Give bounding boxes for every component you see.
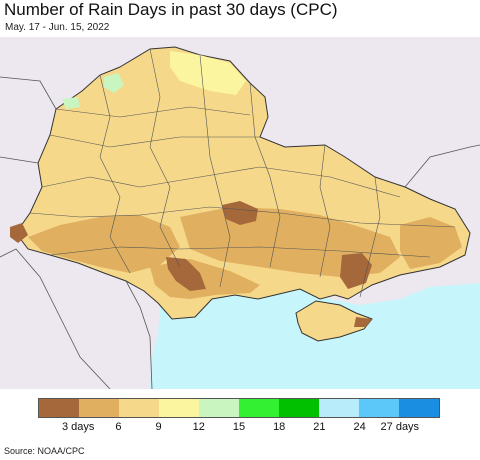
country-borders bbox=[0, 76, 480, 389]
very-dry-west-border bbox=[10, 223, 28, 243]
legend-label-27: 27 days bbox=[380, 421, 420, 433]
map-date-range: May. 17 - Jun. 15, 2022 bbox=[5, 22, 110, 33]
legend-labels: 3 days 6 9 12 15 18 21 24 27 days bbox=[38, 421, 440, 435]
legend-swatch-1 bbox=[39, 399, 79, 417]
very-dry-odesa bbox=[166, 257, 206, 291]
legend-label-6: 6 bbox=[115, 421, 122, 433]
very-dry-vinnytsia bbox=[222, 201, 258, 225]
legend-swatch-4 bbox=[159, 399, 199, 417]
legend-swatch-2 bbox=[79, 399, 119, 417]
legend-swatch-3 bbox=[119, 399, 159, 417]
legend-label-21: 21 bbox=[313, 421, 326, 433]
legend-swatch-8 bbox=[319, 399, 359, 417]
legend-label-24: 24 bbox=[353, 421, 366, 433]
legend-swatch-6 bbox=[239, 399, 279, 417]
crimea-dry-tip bbox=[354, 317, 372, 327]
legend-label-12: 12 bbox=[192, 421, 205, 433]
green-north-patch-2 bbox=[62, 97, 80, 109]
green-north-patch bbox=[104, 73, 124, 93]
crimea bbox=[295, 300, 373, 342]
legend-swatch-10 bbox=[399, 399, 439, 417]
oblast-borders bbox=[29, 48, 456, 298]
legend-label-3: 3 days bbox=[61, 421, 95, 433]
legend-label-9: 9 bbox=[155, 421, 162, 433]
legend-label-18: 18 bbox=[273, 421, 286, 433]
legend-label-15: 15 bbox=[232, 421, 246, 433]
source-credit: Source: NOAA/CPC bbox=[4, 446, 85, 456]
legend-swatch-7 bbox=[279, 399, 319, 417]
legend-swatch-9 bbox=[359, 399, 399, 417]
legend-bar bbox=[38, 398, 440, 418]
pale-north-zone bbox=[170, 51, 246, 95]
legend-swatch-5 bbox=[199, 399, 239, 417]
map-title: Number of Rain Days in past 30 days (CPC… bbox=[4, 0, 338, 19]
rain-days-map bbox=[0, 37, 480, 389]
dry-zone-west bbox=[28, 215, 180, 273]
